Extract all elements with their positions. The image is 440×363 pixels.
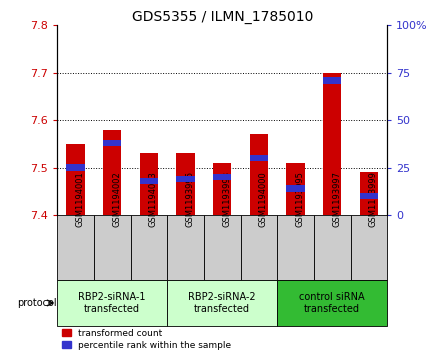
Bar <box>323 77 341 84</box>
Text: RBP2-siRNA-2
transfected: RBP2-siRNA-2 transfected <box>188 292 256 314</box>
Text: GSM1193995: GSM1193995 <box>296 171 304 227</box>
Bar <box>204 215 241 280</box>
Bar <box>176 176 194 182</box>
Text: GSM1194003: GSM1194003 <box>149 171 158 227</box>
Text: GSM1194001: GSM1194001 <box>76 171 84 227</box>
Text: GSM1193998: GSM1193998 <box>222 171 231 227</box>
Bar <box>360 172 378 215</box>
Text: protocol: protocol <box>18 298 57 308</box>
Text: GSM1193996: GSM1193996 <box>186 171 194 227</box>
Bar <box>94 215 131 280</box>
Text: GSM1194000: GSM1194000 <box>259 171 268 227</box>
Bar <box>351 215 387 280</box>
Text: GSM1194002: GSM1194002 <box>112 171 121 227</box>
Bar <box>250 134 268 215</box>
Bar <box>66 144 85 215</box>
Bar <box>213 163 231 215</box>
Bar <box>57 280 167 326</box>
Bar <box>140 153 158 215</box>
Title: GDS5355 / ILMN_1785010: GDS5355 / ILMN_1785010 <box>132 11 313 24</box>
Legend: transformed count, percentile rank within the sample: transformed count, percentile rank withi… <box>62 329 231 350</box>
Bar <box>250 155 268 162</box>
Bar <box>167 280 277 326</box>
Bar <box>66 164 85 171</box>
Bar <box>277 215 314 280</box>
Text: control siRNA
transfected: control siRNA transfected <box>299 292 365 314</box>
Text: GSM1193997: GSM1193997 <box>332 171 341 227</box>
Bar <box>140 178 158 184</box>
Bar <box>167 215 204 280</box>
Bar <box>323 73 341 215</box>
Bar <box>103 130 121 215</box>
Bar <box>314 215 351 280</box>
Bar <box>241 215 277 280</box>
Bar <box>360 193 378 199</box>
Text: GSM1193999: GSM1193999 <box>369 171 378 227</box>
Bar <box>176 153 194 215</box>
Bar <box>213 174 231 180</box>
Bar <box>286 163 305 215</box>
Bar <box>131 215 167 280</box>
Bar <box>277 280 387 326</box>
Text: RBP2-siRNA-1
transfected: RBP2-siRNA-1 transfected <box>78 292 146 314</box>
Bar <box>57 215 94 280</box>
Bar <box>286 185 305 192</box>
Bar <box>103 140 121 146</box>
